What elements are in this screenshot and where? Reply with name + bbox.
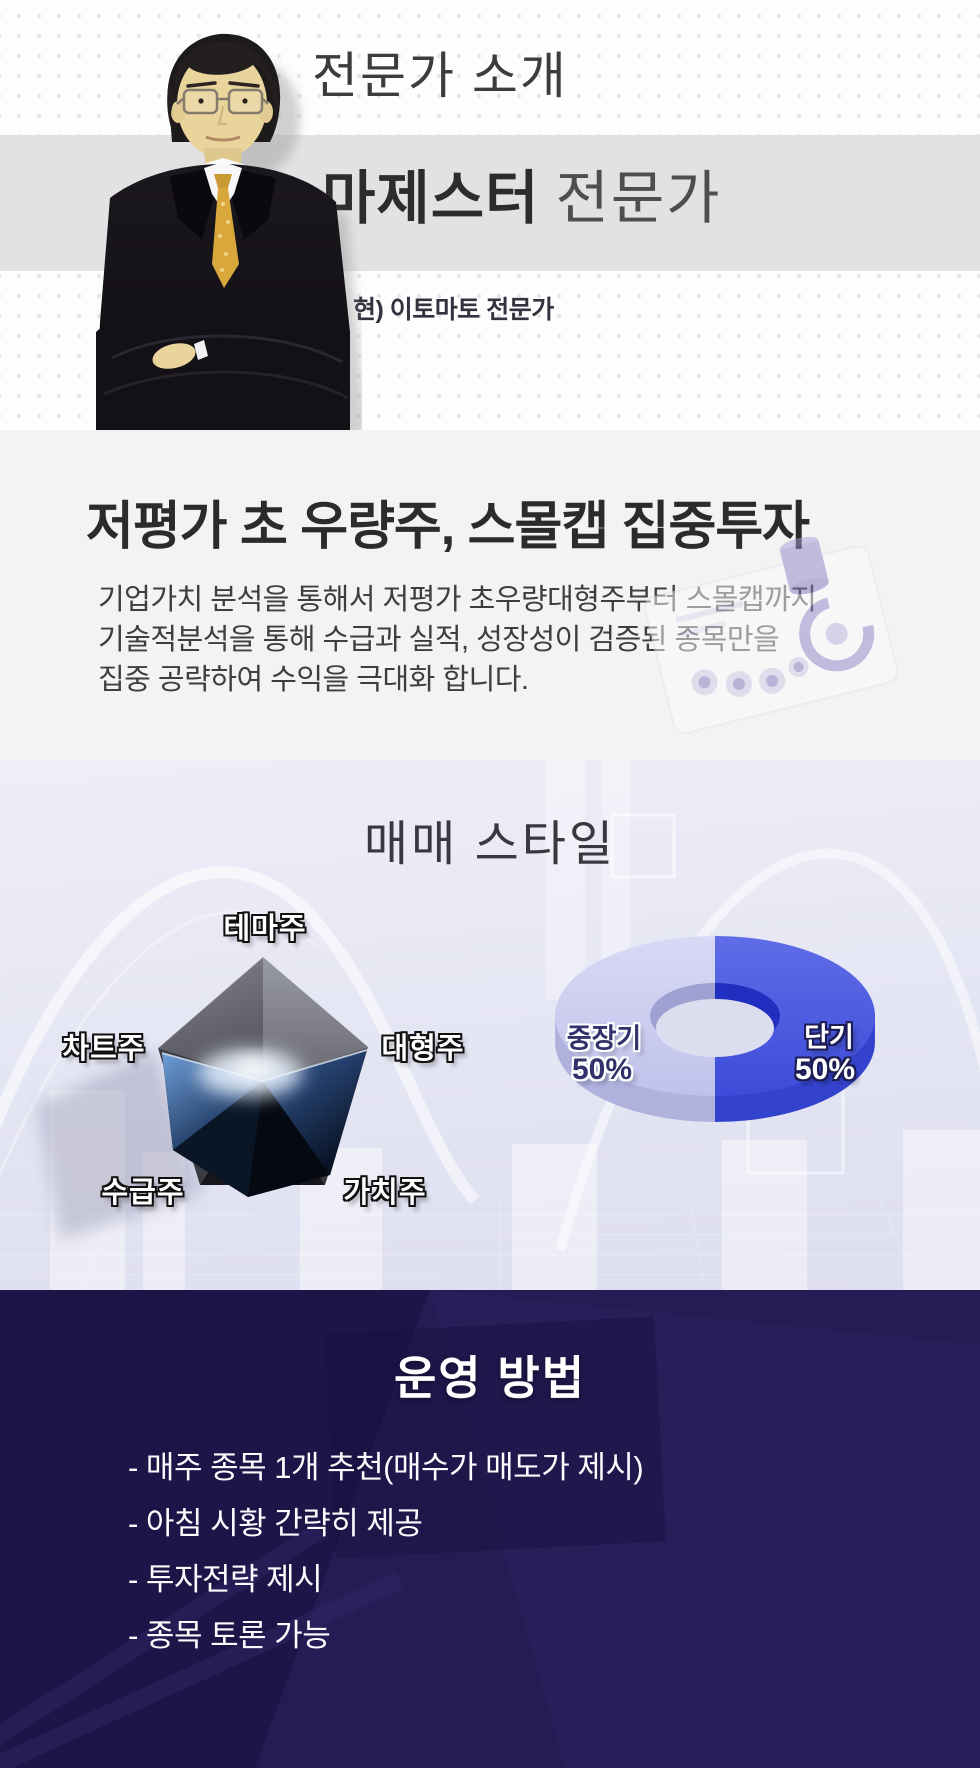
radar-label-supply: 수급주	[101, 1177, 185, 1209]
donut-chart	[540, 910, 900, 1140]
expert-name-bold: 마제스터	[322, 166, 540, 231]
page-title: 전문가 소개	[312, 48, 568, 104]
header-section: 전문가 소개 마제스터 전문가 현) 이토마토 전문가	[0, 0, 980, 430]
background-chart-decoration	[0, 760, 980, 1290]
strategy-headline: 저평가 초 우량주, 스몰캡 집중투자	[86, 498, 810, 556]
radar-label-theme: 테마주	[223, 913, 307, 945]
radar-label-chart: 차트주	[62, 1033, 146, 1065]
donut-left-value: 50%	[571, 1053, 633, 1086]
radar-label-largecap: 대형주	[381, 1033, 465, 1065]
dashboard-decoration	[620, 515, 920, 750]
donut-right-label: 단기	[804, 1022, 854, 1053]
operation-item-2: - 아침 시황 간략히 제공	[128, 1506, 423, 1541]
operation-item-3: - 투자전략 제시	[128, 1562, 323, 1597]
pentagon-gem-graphic	[37, 956, 368, 1240]
strategy-section: 저평가 초 우량주, 스몰캡 집중투자 기업가치 분석을 통해서 저평가 초우량…	[0, 430, 980, 760]
expert-name: 마제스터 전문가	[322, 164, 722, 234]
credential-line: 현) 이토마토 전문가	[338, 290, 554, 326]
dark-background-overlay	[0, 1290, 980, 1768]
donut-right-value: 50%	[794, 1053, 856, 1086]
expert-photo	[52, 22, 367, 430]
radar-label-value: 가치주	[343, 1177, 427, 1209]
operation-item-1: - 매주 종목 1개 추천(매수가 매도가 제시)	[128, 1450, 644, 1485]
trading-style-title: 매매 스타일	[363, 818, 617, 871]
radar-pentagon-chart	[35, 945, 415, 1245]
expert-photo-illustration	[96, 33, 367, 430]
credential-text: 현) 이토마토 전문가	[353, 296, 554, 324]
operation-list: - 매주 종목 1개 추천(매수가 매도가 제시) - 아침 시황 간략히 제공…	[128, 1440, 644, 1664]
donut-chart-graphic	[555, 936, 875, 1122]
trading-style-section: 매매 스타일	[0, 760, 980, 1290]
operation-section: 운영 방법 - 매주 종목 1개 추천(매수가 매도가 제시) - 아침 시황 …	[0, 1290, 980, 1768]
operation-title: 운영 방법	[393, 1352, 587, 1404]
dashboard-decoration-graphic	[644, 536, 899, 735]
operation-item-4: - 종목 토론 가능	[128, 1618, 331, 1653]
strategy-line-3: 집중 공략하여 수익을 극대화 합니다.	[98, 664, 529, 696]
donut-left-label: 중장기	[566, 1023, 642, 1054]
expert-name-rest: 전문가	[555, 166, 722, 231]
